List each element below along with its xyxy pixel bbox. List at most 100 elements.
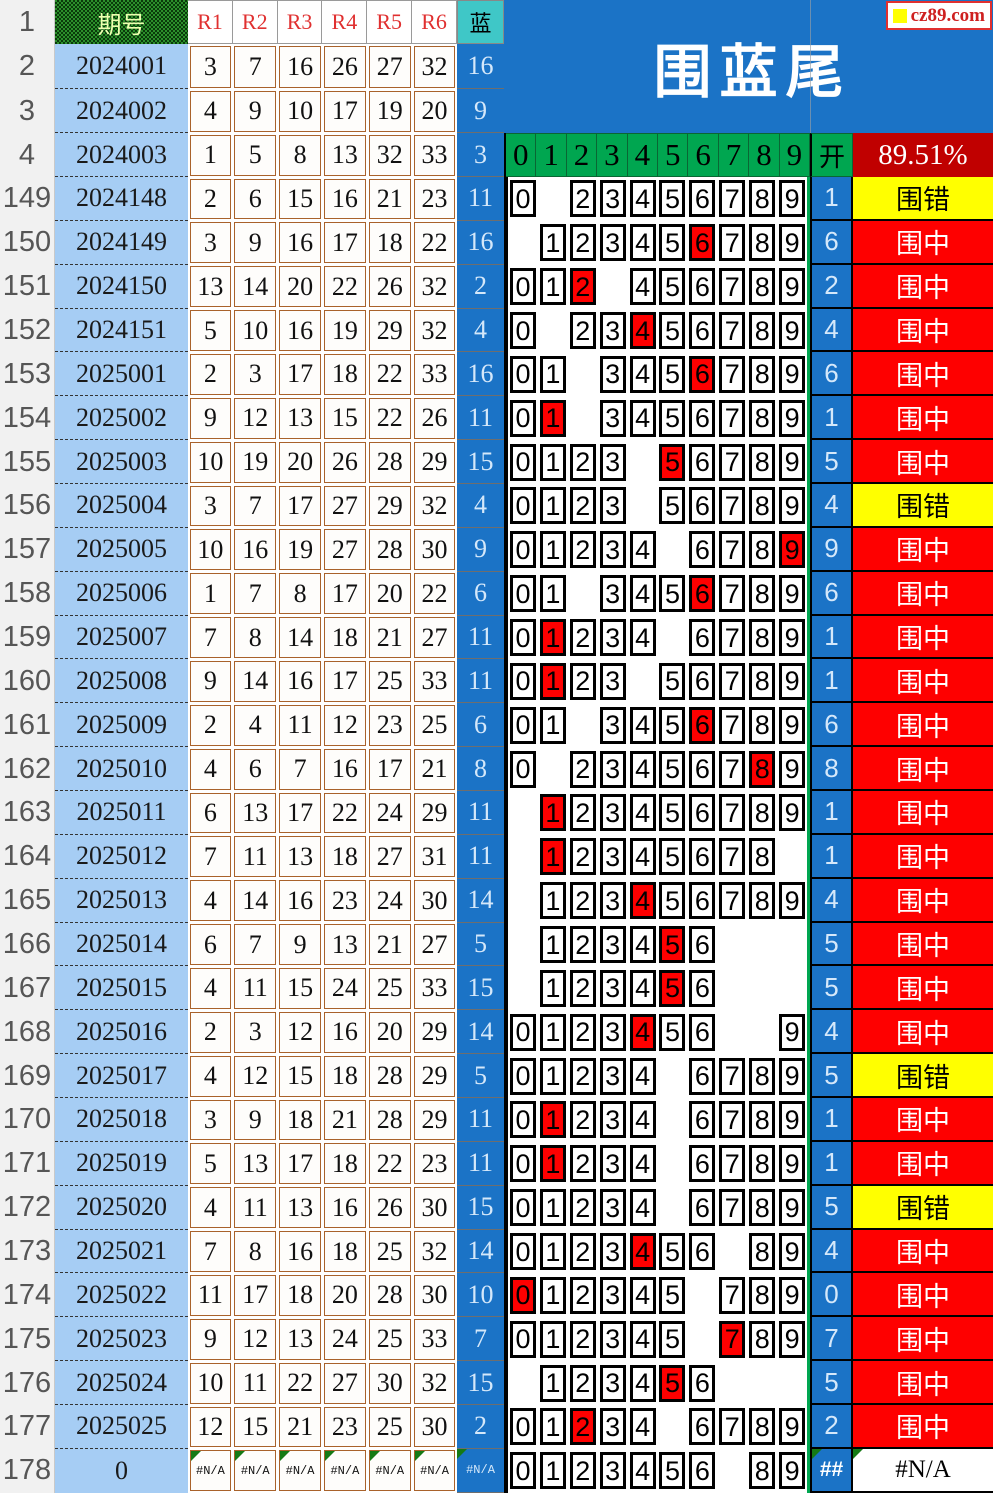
digit-slot: 2: [568, 484, 598, 528]
red-ball-slot: 16: [233, 528, 278, 572]
digit-box: 0: [509, 619, 536, 657]
digit-box: 6: [689, 487, 716, 525]
red-ball-slot: 25: [367, 966, 412, 1010]
kai-value: 6: [810, 571, 853, 616]
hit-digit-box: 6: [689, 575, 716, 613]
red-ball-value: 25: [368, 660, 411, 702]
red-ball-slot: 4: [188, 879, 233, 923]
row-number: 163: [0, 791, 55, 835]
digit-box: 7: [719, 750, 746, 788]
digit-box: 8: [749, 1320, 776, 1358]
red-ball-value: 27: [413, 617, 456, 658]
red-ball-slot: 22: [412, 221, 457, 265]
status-cell: 围中: [853, 703, 993, 748]
data-row: 151 2024150 13 14 20 22 26 32 2 0 1 2 4 5 6 7 8 9 2 围中: [0, 264, 993, 309]
digit-slot: 1: [538, 572, 568, 616]
digit-slot: 5: [658, 1449, 688, 1493]
red-ball-slot: 3: [233, 352, 278, 396]
hit-digit-box: 4: [629, 312, 656, 349]
digit-slot: 6: [687, 177, 717, 221]
digit-slot: 7: [717, 1186, 747, 1230]
red-ball-slot: 9: [188, 396, 233, 440]
digit-slot: 5: [658, 177, 688, 221]
red-balls-group: 7 11 13 18 27 31: [188, 834, 457, 879]
red-ball-value: 30: [413, 1274, 456, 1316]
digit-slot: 9: [777, 703, 807, 747]
row-number: 171: [0, 1141, 55, 1186]
red-ball-slot: 29: [412, 440, 457, 484]
red-ball-slot: 3: [188, 1098, 233, 1142]
digit-slot: [508, 966, 538, 1010]
kai-value: 6: [810, 220, 853, 265]
digit-slot: 8: [747, 1186, 777, 1230]
red-ball-value: 6: [189, 792, 232, 834]
blue-ball-value: 11: [457, 615, 504, 660]
digit-box: 1: [539, 706, 566, 744]
digit-slot: 6: [687, 703, 717, 747]
digit-box: 4: [629, 926, 656, 964]
red-ball-value: 16: [279, 1231, 321, 1272]
red-ball-slot: 27: [322, 484, 367, 528]
red-ball-slot: 29: [367, 309, 412, 353]
digit-box: 4: [629, 1364, 656, 1402]
red-ball-value: 8: [279, 573, 321, 615]
red-ball-value: 33: [413, 967, 456, 1009]
digit-box: 7: [719, 575, 746, 613]
data-row: 165 2025013 4 14 16 23 24 30 14 1 2 3 4 5 6 7 8 9 4 围中: [0, 878, 993, 923]
red-ball-value: 6: [234, 748, 277, 790]
kai-value: 2: [810, 1405, 853, 1449]
digit-slot: 7: [717, 265, 747, 309]
kai-value: 4: [810, 878, 853, 923]
digit-slot: 9: [777, 879, 807, 923]
red-ball-slot: 28: [367, 1273, 412, 1317]
digit-slot: 4: [628, 572, 658, 616]
period-column-header: 期号: [55, 0, 188, 44]
red-ball-value: 28: [368, 1099, 411, 1141]
kai-value: 1: [810, 177, 853, 221]
digit-slot: 8: [747, 835, 777, 879]
red-ball-value: 3: [234, 1011, 277, 1053]
red-ball-value: 18: [323, 617, 366, 658]
digit-box: 3: [599, 355, 626, 393]
red-balls-group: 3 7 17 27 29 32: [188, 484, 457, 528]
red-balls-group: 6 13 17 22 24 29: [188, 791, 457, 835]
accuracy-badge: 89.51%: [853, 133, 993, 177]
red-ball-slot: 32: [412, 1361, 457, 1405]
digit-box: 6: [689, 443, 716, 481]
red-ball-value: 26: [413, 397, 456, 439]
red-ball-value: 14: [279, 617, 321, 658]
digit-box: 3: [599, 794, 626, 832]
red-ball-slot: 22: [367, 1142, 412, 1186]
red-ball-value: 17: [323, 660, 366, 702]
digit-slot: 3: [598, 177, 628, 221]
digit-slot: 5: [658, 1361, 688, 1405]
digit-box: 0: [509, 399, 536, 437]
red-ball-slot: 8: [278, 133, 323, 177]
digit-box: 7: [719, 882, 746, 920]
digit-box: 0: [509, 1013, 536, 1051]
digit-slot: 6: [687, 923, 717, 967]
digit-box: 1: [539, 531, 566, 569]
digit-box: 7: [719, 224, 746, 262]
digit-slot: 6: [687, 791, 717, 835]
red-ball-value: 25: [368, 967, 411, 1009]
blue-ball-value: 16: [457, 44, 504, 89]
status-cell: 围中: [853, 659, 993, 704]
digit-box: 6: [689, 180, 716, 218]
data-row: 173 2025021 7 8 16 18 25 32 14 0 1 2 3 4 5 6 8 9 4 围中: [0, 1229, 993, 1274]
digit-slot: 2: [568, 1361, 598, 1405]
digit-slot: 5: [658, 352, 688, 396]
digit-header-0: 0: [506, 133, 537, 177]
digit-slot: 6: [687, 1405, 717, 1449]
digit-slot: [658, 1142, 688, 1186]
red-ball-slot: 10: [233, 309, 278, 353]
red-ball-value: 14: [234, 660, 277, 702]
data-row: 178 0 #N/A #N/A #N/A #N/A #N/A #N/A #N/A 0 1 2 3 4 5 6 8…: [0, 1448, 993, 1493]
digit-box: 0: [509, 1145, 536, 1183]
digit-slot: 1: [538, 703, 568, 747]
red-ball-slot: 14: [233, 879, 278, 923]
digit-slot: 6: [687, 484, 717, 528]
red-ball-slot: 7: [233, 572, 278, 616]
digit-slot: 3: [598, 528, 628, 572]
